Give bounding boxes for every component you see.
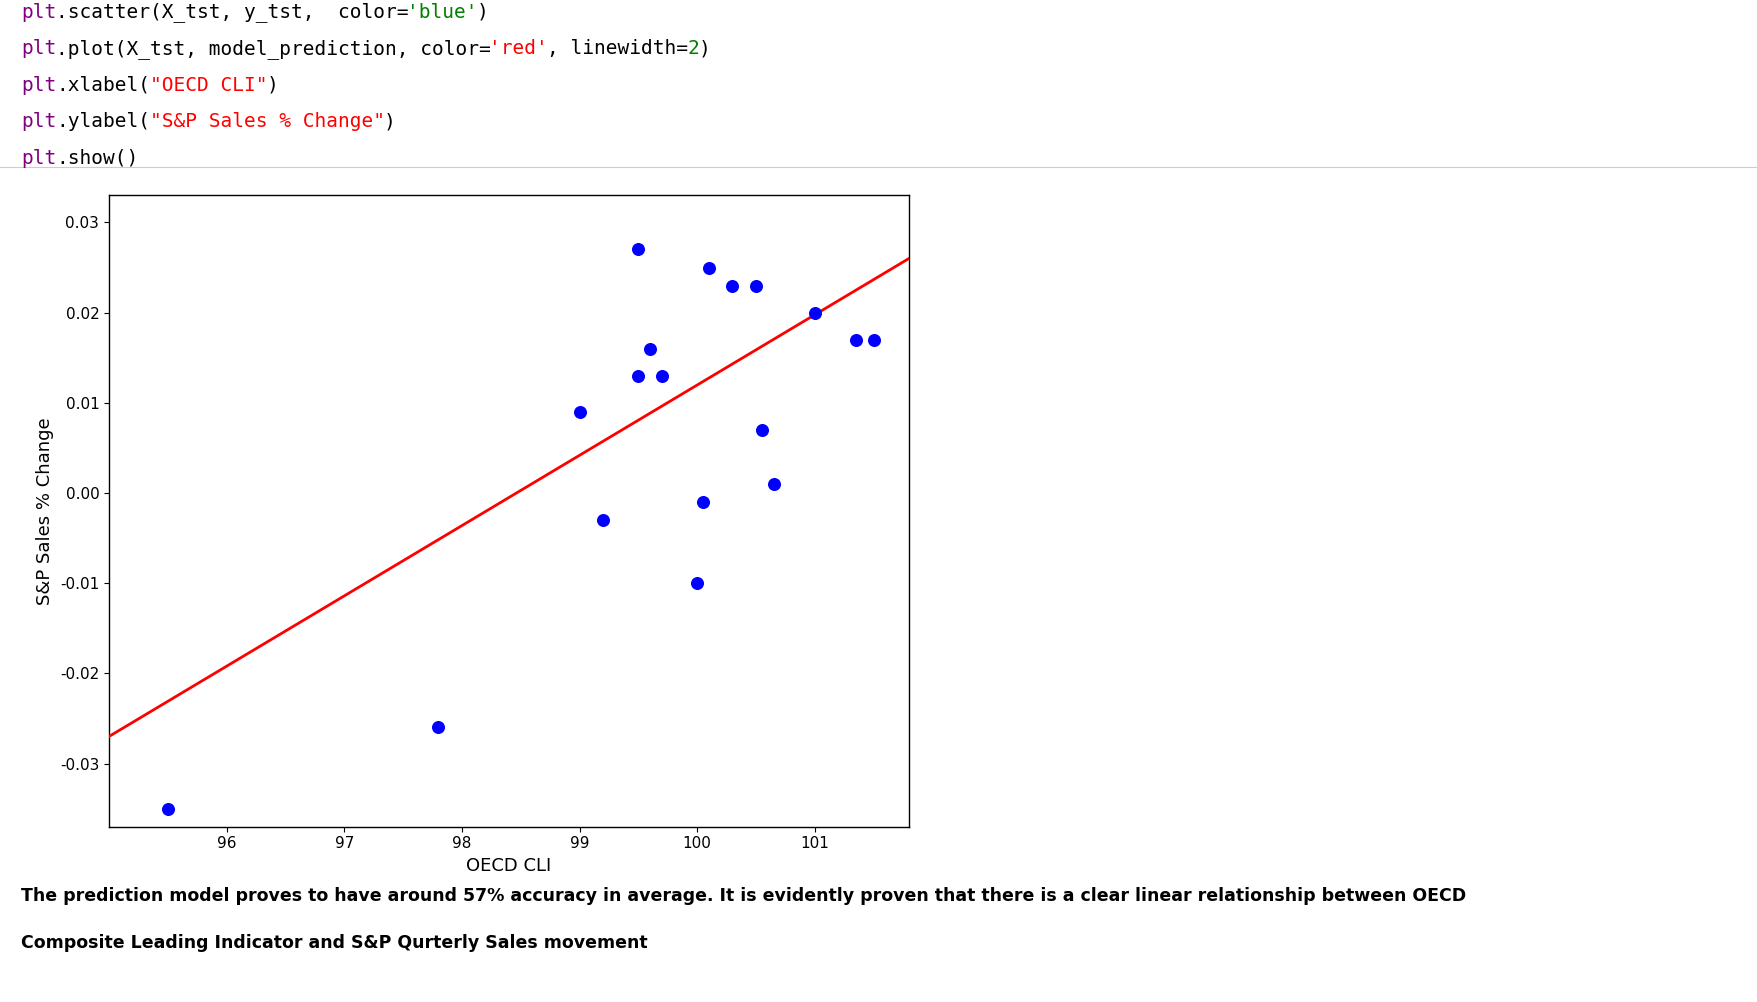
Text: plt: plt xyxy=(21,112,56,131)
Text: plt: plt xyxy=(21,76,56,94)
Point xyxy=(566,404,594,420)
Text: 'red': 'red' xyxy=(488,39,546,58)
Point xyxy=(759,476,787,492)
Point xyxy=(647,368,675,384)
Text: plt: plt xyxy=(21,39,56,58)
Text: .plot(X_tst, model_prediction, color=: .plot(X_tst, model_prediction, color= xyxy=(56,39,490,58)
Text: "OECD CLI": "OECD CLI" xyxy=(149,76,267,94)
Text: The prediction model proves to have around 57% accuracy in average. It is eviden: The prediction model proves to have arou… xyxy=(21,887,1465,905)
Point xyxy=(423,719,452,735)
Point xyxy=(689,494,717,510)
Text: .scatter(X_tst, y_tst,  color=: .scatter(X_tst, y_tst, color= xyxy=(56,2,408,22)
Point xyxy=(694,260,722,276)
Text: 2: 2 xyxy=(687,39,699,58)
Text: plt: plt xyxy=(21,3,56,21)
Text: plt: plt xyxy=(21,149,56,167)
Point xyxy=(842,332,870,348)
Point xyxy=(624,241,652,258)
Point xyxy=(153,801,181,817)
Text: 'blue': 'blue' xyxy=(406,3,476,21)
Text: .ylabel(: .ylabel( xyxy=(56,112,149,131)
Text: "S&P Sales % Change": "S&P Sales % Change" xyxy=(149,112,385,131)
Point xyxy=(636,341,664,357)
Point xyxy=(741,278,770,294)
Text: Composite Leading Indicator and S&P Qurterly Sales movement: Composite Leading Indicator and S&P Qurt… xyxy=(21,934,647,952)
Text: , linewidth=: , linewidth= xyxy=(546,39,687,58)
Text: ): ) xyxy=(699,39,710,58)
X-axis label: OECD CLI: OECD CLI xyxy=(466,857,552,875)
Point xyxy=(859,332,887,348)
Point xyxy=(799,305,828,321)
Text: .xlabel(: .xlabel( xyxy=(56,76,149,94)
Point xyxy=(747,422,775,438)
Text: ): ) xyxy=(383,112,395,131)
Point xyxy=(589,512,617,528)
Point xyxy=(683,575,712,591)
Text: .show(): .show() xyxy=(56,149,139,167)
Text: ): ) xyxy=(476,3,488,21)
Point xyxy=(624,368,652,384)
Point xyxy=(719,278,747,294)
Text: ): ) xyxy=(267,76,278,94)
Y-axis label: S&P Sales % Change: S&P Sales % Change xyxy=(37,417,54,605)
